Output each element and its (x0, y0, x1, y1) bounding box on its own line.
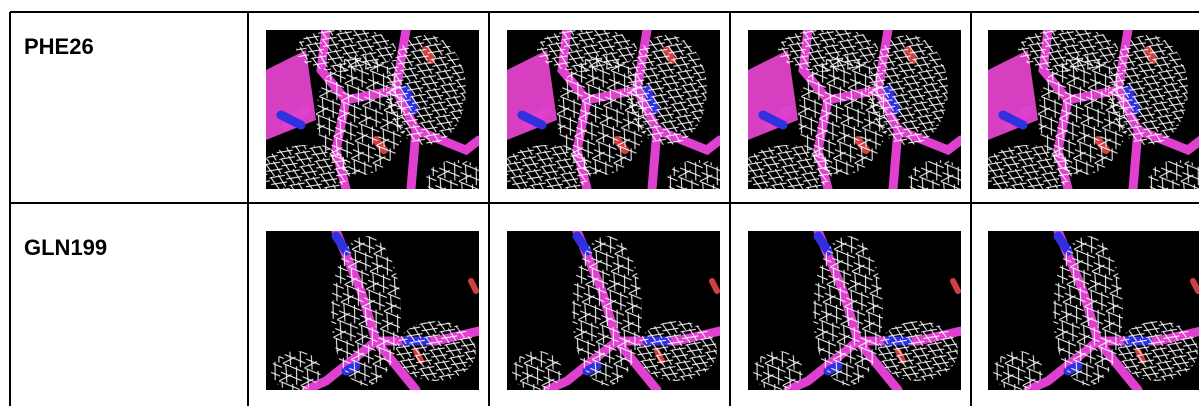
row-label: PHE26 (24, 34, 94, 59)
density-image (988, 231, 1199, 391)
table: PHE26 GLN199 (0, 0, 1199, 406)
density-image (748, 231, 961, 391)
density-image (502, 28, 727, 200)
density-image (266, 231, 479, 391)
density-image (983, 28, 1199, 200)
row-label: GLN199 (24, 235, 107, 260)
density-image (261, 28, 486, 200)
page: PHE26 GLN199 (() => { const data = JSON.… (0, 0, 1199, 406)
density-image (743, 28, 968, 200)
density-image (507, 231, 720, 391)
